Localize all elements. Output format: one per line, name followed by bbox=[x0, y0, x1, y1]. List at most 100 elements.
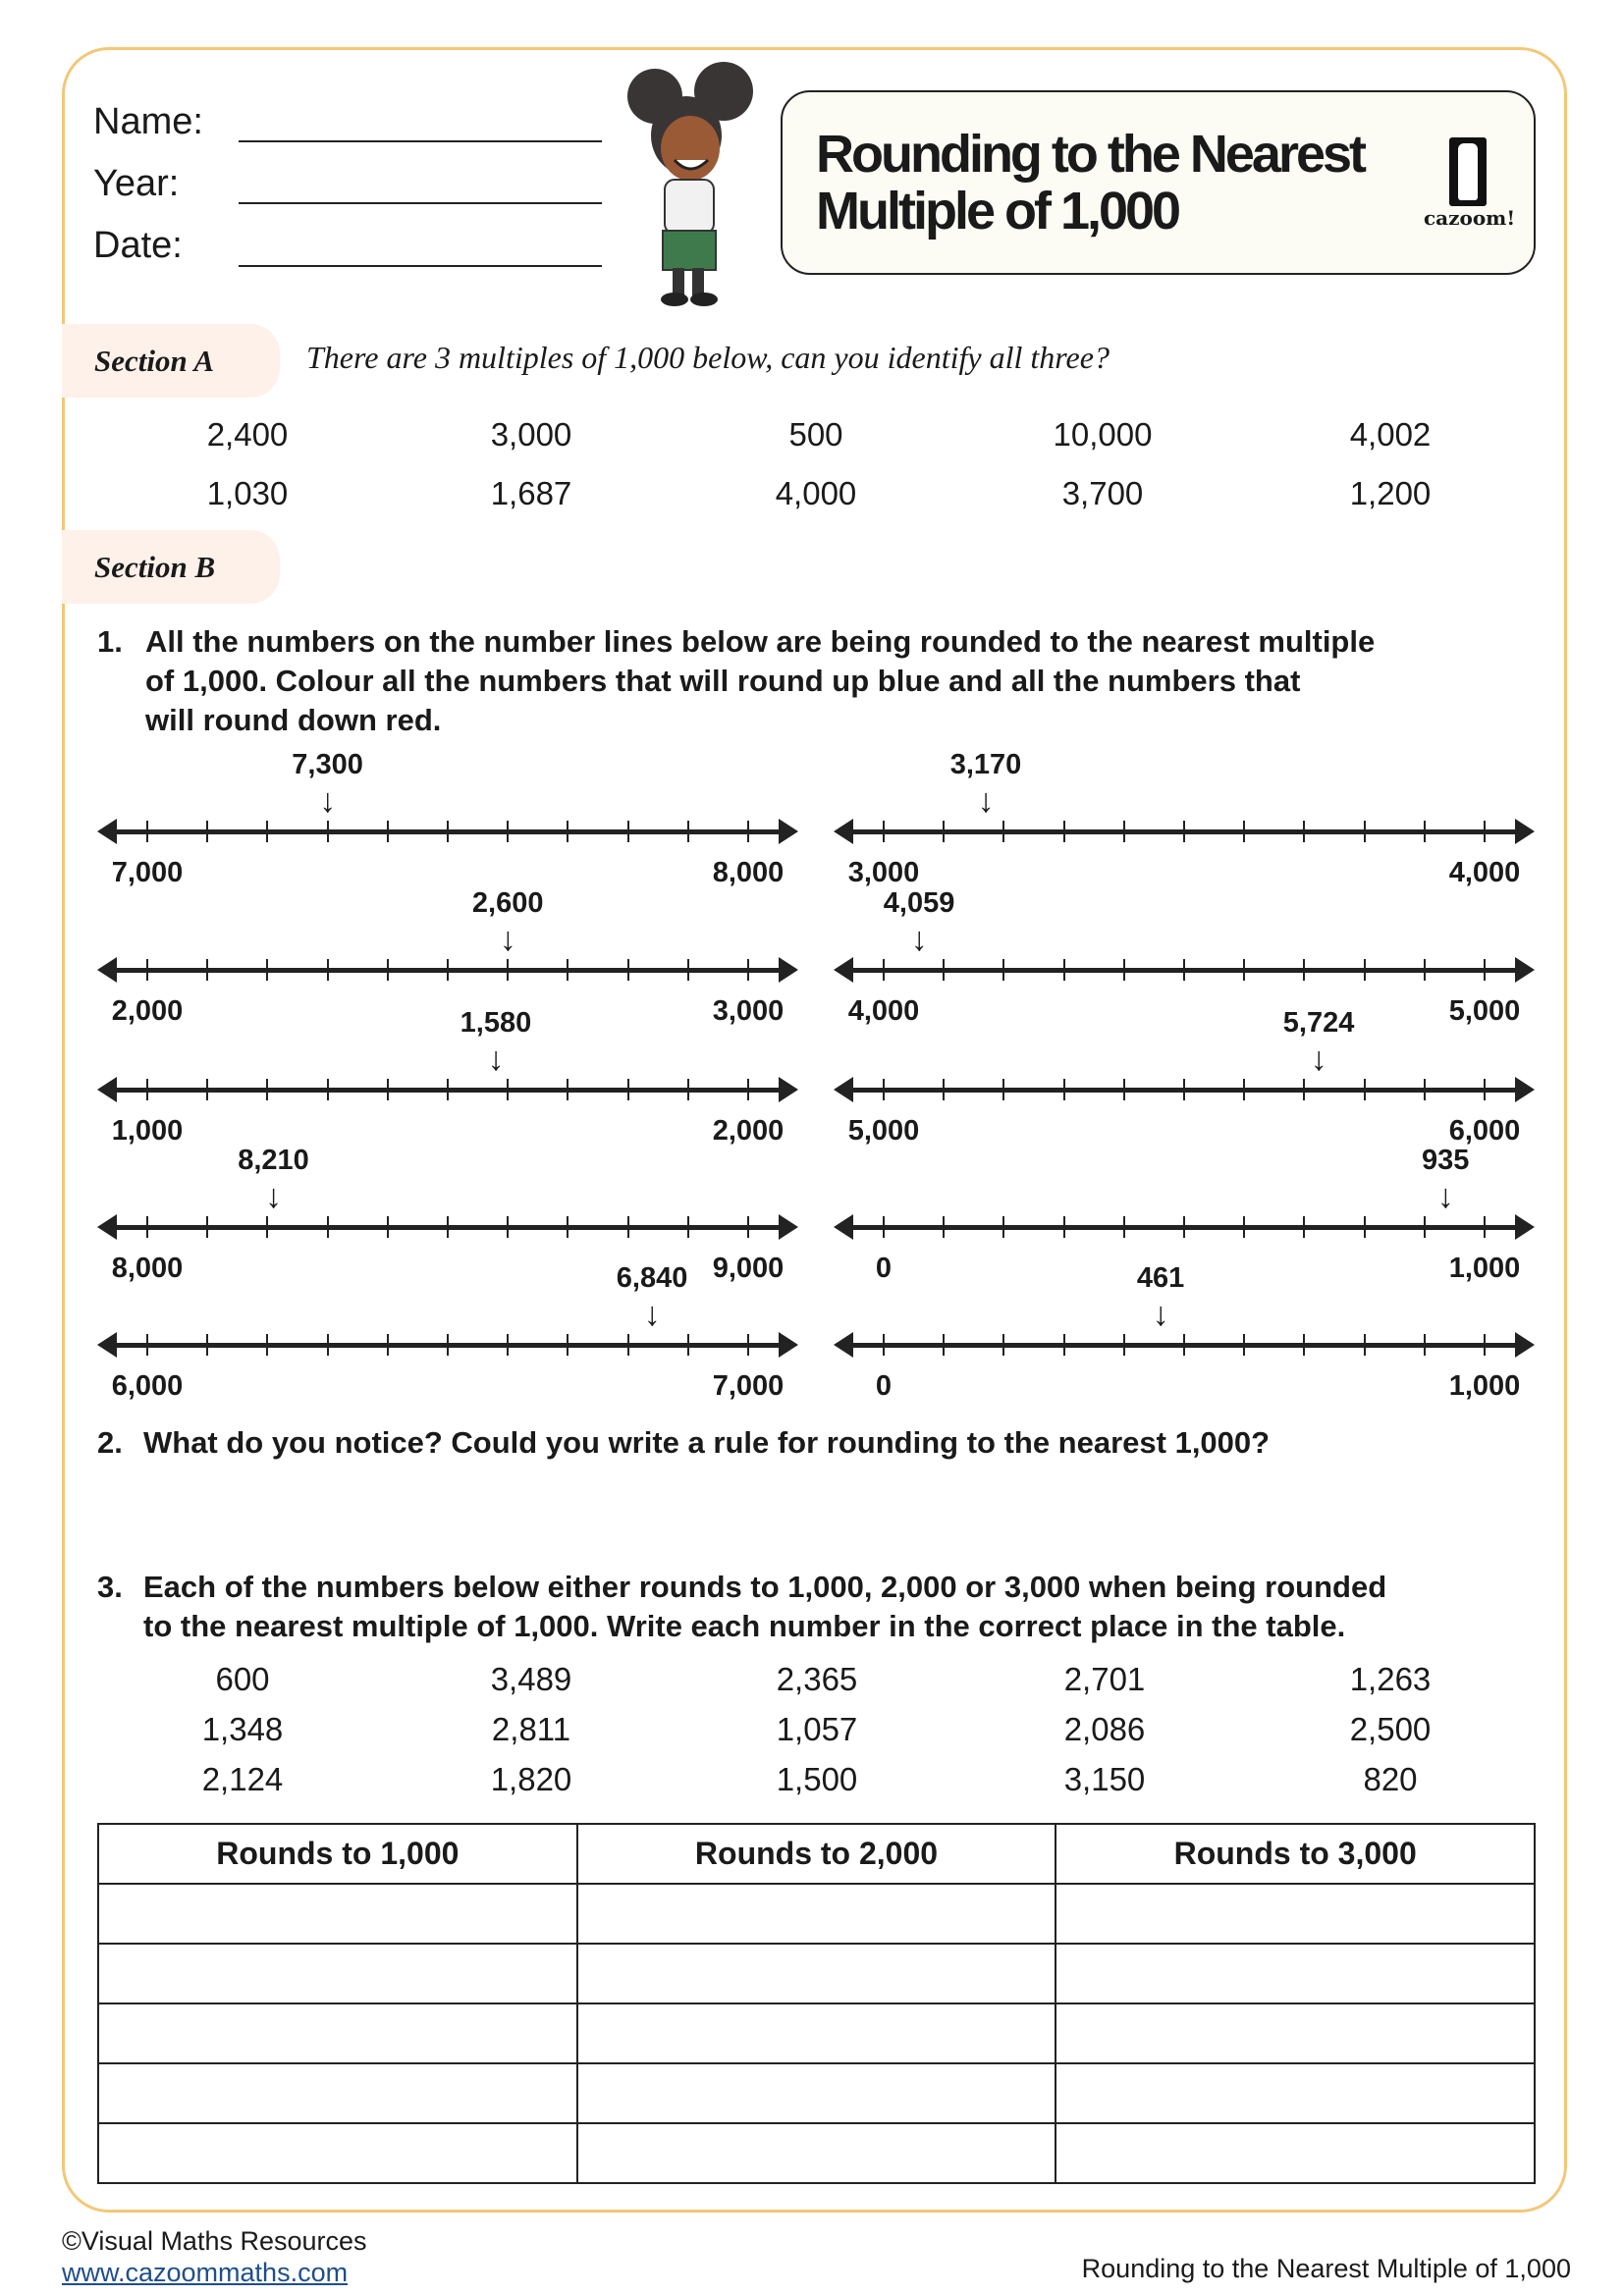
tick-mark bbox=[567, 1079, 569, 1100]
marker-label[interactable]: 935 bbox=[1422, 1145, 1470, 1176]
tick-mark bbox=[1484, 959, 1486, 981]
tick-mark bbox=[1002, 1079, 1005, 1100]
tick-mark bbox=[1243, 1216, 1246, 1238]
answer-cell[interactable] bbox=[575, 2122, 1057, 2184]
left-arrowhead-icon bbox=[834, 819, 853, 844]
marker-label[interactable]: 6,840 bbox=[616, 1262, 688, 1294]
table-row bbox=[97, 2122, 1536, 2184]
tick-mark bbox=[386, 959, 389, 981]
tick-mark bbox=[1243, 1334, 1246, 1356]
marker-label[interactable]: 2,600 bbox=[471, 887, 544, 919]
q1-line: will round down red. bbox=[145, 703, 442, 737]
tick-mark bbox=[943, 1079, 946, 1100]
q3-number-item: 3,150 bbox=[1063, 1761, 1146, 1797]
tick-mark bbox=[1484, 821, 1486, 842]
right-arrowhead-icon bbox=[1515, 1077, 1535, 1102]
start-label: 4,000 bbox=[847, 995, 920, 1027]
answer-cell[interactable] bbox=[97, 2062, 578, 2124]
cazoom-logo: cazoom! bbox=[1424, 137, 1515, 230]
tick-mark bbox=[1002, 821, 1005, 842]
answer-cell[interactable] bbox=[575, 1943, 1057, 2004]
end-label: 7,000 bbox=[712, 1370, 785, 1402]
q3-number-item: 1,500 bbox=[776, 1761, 858, 1797]
left-arrowhead-icon bbox=[97, 1214, 117, 1240]
tick-mark bbox=[626, 1079, 629, 1100]
end-label: 4,000 bbox=[1448, 857, 1521, 888]
marker-label[interactable]: 8,210 bbox=[238, 1145, 309, 1176]
tick-mark bbox=[1062, 1334, 1065, 1356]
answer-cell[interactable] bbox=[97, 2122, 578, 2184]
tick-mark bbox=[686, 1216, 689, 1238]
tick-mark bbox=[567, 1334, 569, 1356]
q3-number-item: 3,489 bbox=[490, 1661, 572, 1697]
start-label: 7,000 bbox=[111, 857, 184, 888]
marker-label[interactable]: 4,059 bbox=[883, 887, 955, 919]
tick-mark bbox=[206, 959, 209, 981]
left-arrowhead-icon bbox=[97, 1077, 117, 1102]
section-a-number: 4,000 bbox=[775, 475, 857, 511]
answer-cell[interactable] bbox=[1055, 2002, 1536, 2064]
start-label: 2,000 bbox=[111, 995, 184, 1027]
tick-mark bbox=[146, 821, 148, 842]
header-rounds-to-2000: Rounds to 2,000 bbox=[575, 1823, 1057, 1885]
answer-cell[interactable] bbox=[1055, 1883, 1536, 1945]
answer-cell[interactable] bbox=[97, 1943, 578, 2004]
tick-mark bbox=[626, 959, 629, 981]
answer-cell[interactable] bbox=[575, 2002, 1057, 2064]
marker-label[interactable]: 7,300 bbox=[292, 749, 363, 780]
marker-label[interactable]: 3,170 bbox=[949, 749, 1022, 780]
start-label: 6,000 bbox=[111, 1370, 184, 1402]
marker-label[interactable]: 461 bbox=[1136, 1262, 1185, 1294]
tick-mark bbox=[1122, 959, 1125, 981]
tick-mark bbox=[1363, 1079, 1366, 1100]
tick-mark bbox=[1423, 821, 1426, 842]
left-arrowhead-icon bbox=[97, 819, 117, 844]
end-label: 3,000 bbox=[712, 995, 785, 1027]
tick-mark bbox=[1062, 959, 1065, 981]
start-label: 5,000 bbox=[847, 1115, 920, 1147]
answer-cell[interactable] bbox=[575, 1883, 1057, 1945]
tick-mark bbox=[567, 959, 569, 981]
date-field[interactable] bbox=[239, 265, 602, 267]
footer-doc-title: Rounding to the Nearest Multiple of 1,00… bbox=[1081, 2254, 1571, 2283]
section-a-number: 4,002 bbox=[1349, 416, 1432, 453]
tick-mark bbox=[686, 1334, 689, 1356]
answer-cell[interactable] bbox=[97, 1883, 578, 1945]
section-a-number: 10,000 bbox=[1053, 416, 1153, 453]
answer-cell[interactable] bbox=[1055, 1943, 1536, 2004]
tick-mark bbox=[747, 1216, 749, 1238]
tick-mark bbox=[146, 1334, 148, 1356]
tick-mark bbox=[686, 959, 689, 981]
answer-cell[interactable] bbox=[1055, 2122, 1536, 2184]
q3-line: to the nearest multiple of 1,000. Write … bbox=[143, 1609, 1346, 1643]
right-arrowhead-icon bbox=[1515, 1214, 1535, 1240]
q3-line: Each of the numbers below either rounds … bbox=[143, 1570, 1387, 1604]
left-arrowhead-icon bbox=[834, 1077, 853, 1102]
answer-cell[interactable] bbox=[575, 2062, 1057, 2124]
year-field[interactable] bbox=[239, 202, 602, 204]
tick-mark bbox=[266, 821, 269, 842]
tick-mark bbox=[1183, 959, 1185, 981]
tick-mark bbox=[1423, 1216, 1426, 1238]
cup-icon bbox=[1449, 137, 1487, 206]
q3-number-item: 1,263 bbox=[1349, 1661, 1432, 1697]
tick-mark bbox=[447, 1334, 449, 1356]
down-arrow-icon: ↓ bbox=[977, 782, 995, 820]
start-label: 0 bbox=[875, 1370, 893, 1402]
tick-mark bbox=[1002, 1334, 1005, 1356]
tick-mark bbox=[1303, 959, 1306, 981]
table-header-row: Rounds to 1,000 Rounds to 2,000 Rounds t… bbox=[97, 1823, 1536, 1885]
q3-number-item: 600 bbox=[215, 1661, 270, 1697]
marker-label[interactable]: 5,724 bbox=[1282, 1007, 1355, 1039]
down-arrow-icon: ↓ bbox=[487, 1041, 505, 1078]
website-link[interactable]: www.cazoommaths.com bbox=[62, 2258, 349, 2287]
answer-cell[interactable] bbox=[1055, 2062, 1536, 2124]
answer-cell[interactable] bbox=[97, 2002, 578, 2064]
marker-label[interactable]: 1,580 bbox=[460, 1007, 532, 1039]
rounding-table: Rounds to 1,000 Rounds to 2,000 Rounds t… bbox=[97, 1823, 1536, 2184]
tick-mark bbox=[626, 821, 629, 842]
name-field[interactable] bbox=[239, 140, 602, 142]
tick-mark bbox=[1484, 1079, 1486, 1100]
tick-mark bbox=[1363, 1334, 1366, 1356]
tick-mark bbox=[747, 1079, 749, 1100]
